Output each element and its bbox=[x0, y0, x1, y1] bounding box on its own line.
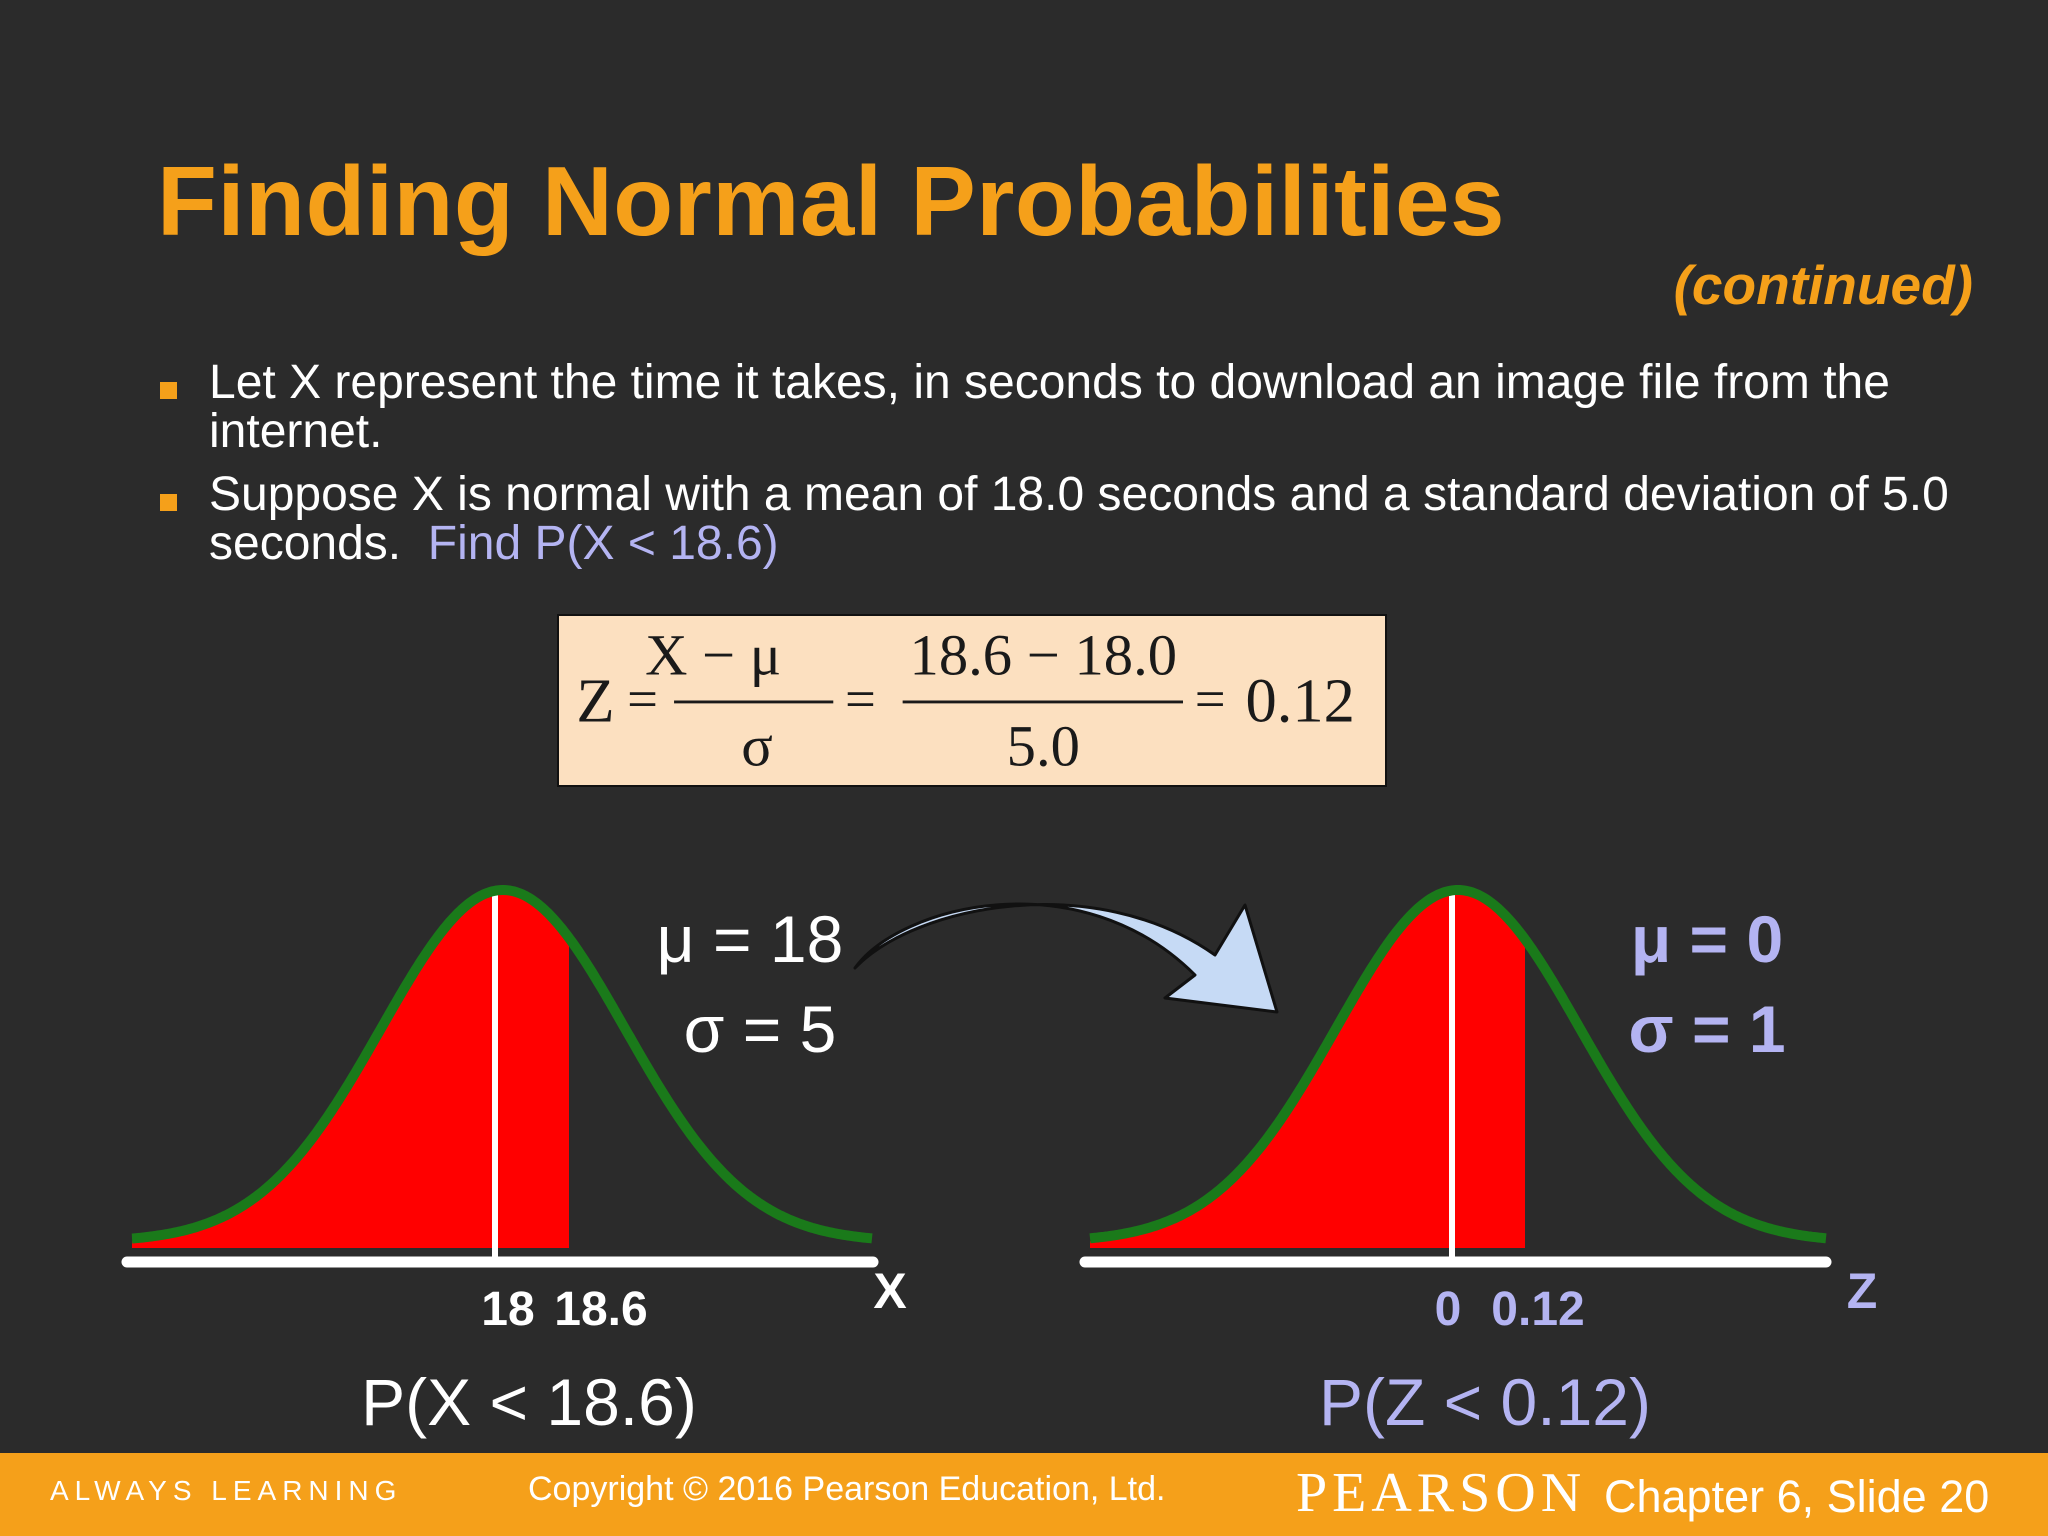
z-distribution: 0 0.12 Z μ = 0 σ = 1 P(Z < 0.12) bbox=[1079, 885, 1878, 1439]
right-axis-label: Z bbox=[1847, 1263, 1878, 1319]
formula-result: 0.12 bbox=[1246, 666, 1355, 736]
bullet-item: Let X represent the time it takes, in se… bbox=[157, 358, 1957, 456]
bullet-text: Let X represent the time it takes, in se… bbox=[209, 356, 1890, 458]
footer-tagline: ALWAYS LEARNING bbox=[50, 1475, 403, 1506]
right-tick-mean: 0 bbox=[1435, 1283, 1462, 1336]
bullet-highlight: Find P(X < 18.6) bbox=[427, 517, 779, 570]
square-bullet-icon bbox=[160, 382, 177, 399]
footer-copyright: Copyright © 2016 Pearson Education, Ltd. bbox=[528, 1470, 1166, 1508]
square-bullet-icon bbox=[160, 494, 177, 511]
formula-equals: = bbox=[845, 669, 876, 730]
transform-arrow-icon bbox=[853, 902, 1279, 1014]
left-tick-value: 18.6 bbox=[554, 1283, 647, 1336]
slide-subtitle: (continued) bbox=[1673, 254, 1973, 316]
left-axis-label: X bbox=[873, 1263, 906, 1319]
left-mu-label: μ = 18 bbox=[657, 902, 844, 976]
footer-bar: ALWAYS LEARNING Copyright © 2016 Pearson… bbox=[0, 1453, 2048, 1536]
bullet-item: Suppose X is normal with a mean of 18.0 … bbox=[157, 470, 1957, 568]
z-score-formula: Z = X − μ σ = 18.6 − 18.0 5.0 = 0.12 bbox=[576, 623, 1355, 779]
right-mu-label: μ = 0 bbox=[1631, 902, 1783, 976]
left-tick-mean: 18 bbox=[481, 1283, 534, 1336]
formula-frac2-numerator: 18.6 − 18.0 bbox=[910, 623, 1178, 688]
left-normal-curve bbox=[131, 885, 873, 1244]
x-distribution: 18 18.6 X μ = 18 σ = 5 P(X < 18.6) bbox=[121, 885, 907, 1439]
right-sigma-label: σ = 1 bbox=[1628, 992, 1785, 1066]
right-normal-curve bbox=[1089, 885, 1827, 1244]
formula-lhs: Z bbox=[576, 666, 614, 736]
right-tick-value: 0.12 bbox=[1491, 1283, 1584, 1336]
bullet-text: Suppose X is normal with a mean of 18.0 … bbox=[209, 468, 1949, 570]
left-probability: P(X < 18.6) bbox=[361, 1365, 697, 1439]
formula-frac2-denominator: 5.0 bbox=[1007, 713, 1080, 778]
left-sigma-label: σ = 5 bbox=[684, 992, 837, 1066]
left-shaded-area bbox=[132, 893, 569, 1248]
formula-equals: = bbox=[1195, 669, 1226, 730]
bullet-list: Let X represent the time it takes, in se… bbox=[157, 358, 1957, 582]
right-probability: P(Z < 0.12) bbox=[1319, 1365, 1651, 1439]
formula-frac1-numerator: X − μ bbox=[645, 623, 781, 688]
right-shaded-area bbox=[1090, 893, 1525, 1248]
slide-title: Finding Normal Probabilities bbox=[157, 146, 1506, 256]
publisher-logo: PEARSON bbox=[1296, 1462, 1587, 1524]
formula-equals: = bbox=[627, 669, 658, 730]
z-score-formula-box: Z = X − μ σ = 18.6 − 18.0 5.0 = 0.12 bbox=[557, 614, 1387, 787]
slide-number: Chapter 6, Slide 20 bbox=[1604, 1471, 1990, 1522]
formula-frac1-denominator: σ bbox=[741, 713, 773, 778]
